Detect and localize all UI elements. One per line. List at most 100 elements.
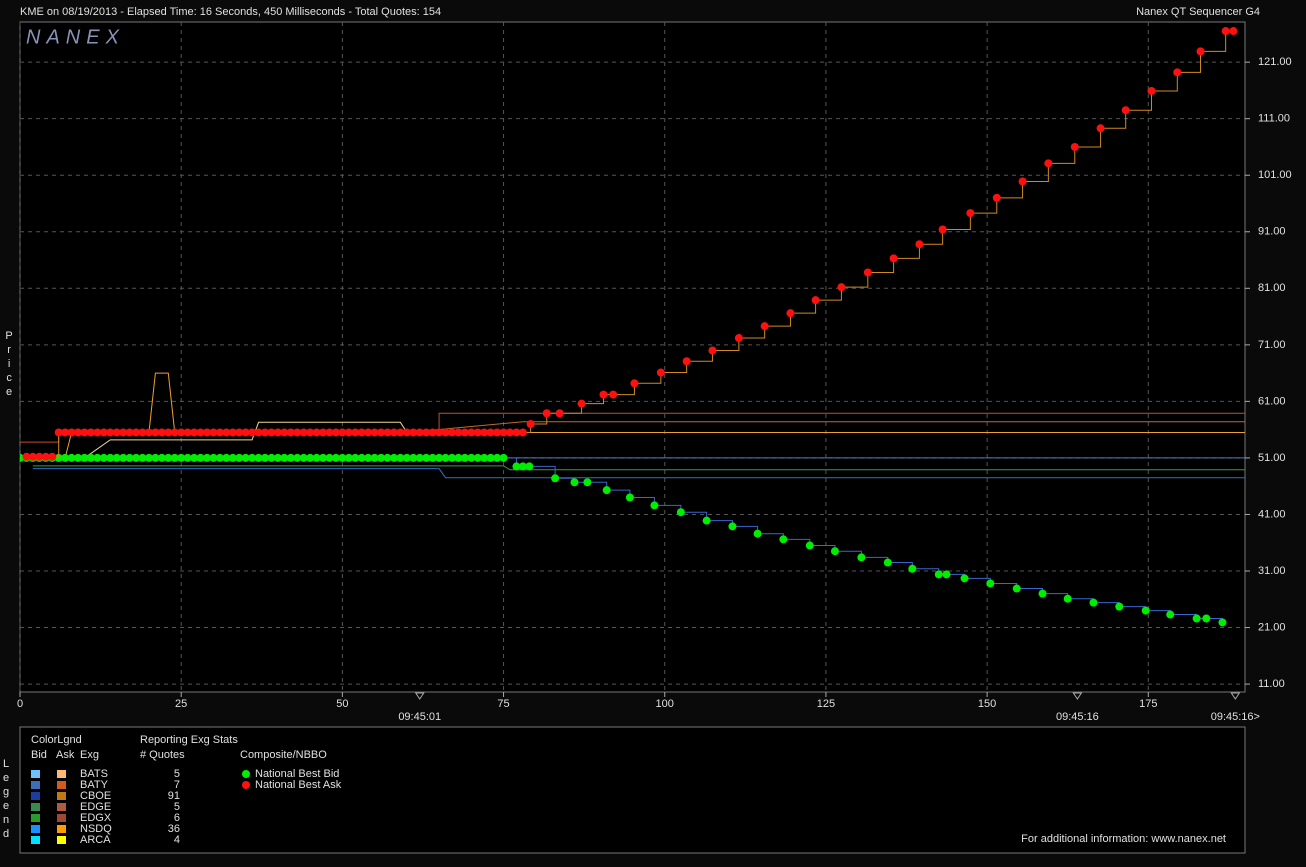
quote-dot: [493, 428, 502, 437]
quote-dot: [551, 474, 560, 483]
quote-dot: [190, 453, 199, 462]
quote-dot: [151, 453, 160, 462]
quote-line: [32, 465, 1245, 471]
quote-dot: [467, 453, 476, 462]
legend-dot: [242, 781, 250, 789]
quote-dot: [170, 428, 179, 437]
quote-dot: [630, 379, 639, 388]
y-tick-label: 101.00: [1258, 169, 1292, 181]
quote-dot: [344, 428, 353, 437]
x-tick-label: 100: [656, 698, 674, 710]
quote-dot: [22, 452, 31, 461]
y-tick-label: 51.00: [1258, 452, 1286, 464]
quote-dot: [280, 428, 289, 437]
quote-dot: [942, 570, 951, 579]
quote-dot: [248, 428, 257, 437]
quote-dot: [228, 453, 237, 462]
quote-dot: [48, 452, 57, 461]
quote-dot: [1221, 27, 1230, 36]
quote-dot: [454, 428, 463, 437]
quote-dot: [473, 428, 482, 437]
quote-dot: [202, 453, 211, 462]
quote-dot: [460, 428, 469, 437]
quote-dot: [1196, 47, 1205, 56]
quote-dot: [409, 453, 418, 462]
quote-dot: [364, 428, 373, 437]
quote-dot: [132, 453, 141, 462]
quote-dot: [409, 428, 418, 437]
quote-dot: [222, 453, 231, 462]
quote-dot: [177, 453, 186, 462]
quote-dot: [702, 516, 711, 525]
quote-dot: [183, 428, 192, 437]
quote-dot: [1218, 618, 1227, 627]
ask-swatch: [57, 814, 66, 822]
x-tick-label: 50: [336, 698, 348, 710]
time-marker: [1230, 692, 1241, 700]
quote-dot: [86, 453, 95, 462]
legend-entry: National Best Ask: [255, 779, 342, 791]
quote-dot: [857, 553, 866, 562]
col-ask: Ask: [56, 749, 75, 761]
quote-count: 7: [174, 779, 180, 791]
quote-dot: [422, 453, 431, 462]
quote-dot: [786, 309, 795, 318]
quote-dot: [512, 462, 521, 471]
ask-swatch: [57, 770, 66, 778]
quote-dot: [370, 453, 379, 462]
quote-dot: [609, 390, 618, 399]
quote-dot: [215, 428, 224, 437]
bid-swatch: [31, 825, 40, 833]
quote-count: 5: [174, 801, 180, 813]
axes: 11.00 21.00 31.00 41.00 51.00 61.00 71.00 81.00…: [17, 56, 1292, 723]
x-tick-label: 25: [175, 698, 187, 710]
quote-dot: [235, 453, 244, 462]
col-quotes: # Quotes: [140, 749, 185, 761]
legend: BATS 5 BATY 7 CBOE 91 EDGE 5 EDGX 6 NSDQ 36 ARCA 4 Nat…: [31, 768, 342, 846]
quote-dot: [74, 453, 83, 462]
quote-dot: [306, 428, 315, 437]
y-tick-label: 111.00: [1258, 113, 1290, 125]
quote-dot: [157, 428, 166, 437]
quote-dot: [138, 453, 147, 462]
quote-dot: [61, 453, 70, 462]
quote-dot: [125, 428, 134, 437]
quote-dot: [312, 428, 321, 437]
quote-dot: [331, 453, 340, 462]
ask-swatch: [57, 792, 66, 800]
quote-dot: [125, 453, 134, 462]
quote-dot: [241, 428, 250, 437]
y-tick-label: 61.00: [1258, 395, 1286, 407]
quote-dot: [728, 522, 737, 531]
quote-dot: [325, 453, 334, 462]
quote-dot: [1063, 594, 1072, 603]
quote-dot: [299, 453, 308, 462]
quote-dot: [428, 428, 437, 437]
quote-dot: [41, 452, 50, 461]
quote-dot: [93, 453, 102, 462]
quote-dot: [383, 453, 392, 462]
quote-dot: [389, 428, 398, 437]
quote-dot: [280, 453, 289, 462]
quote-dot: [811, 296, 820, 305]
quote-dot: [480, 453, 489, 462]
quote-dot: [625, 493, 634, 502]
quote-dot: [577, 399, 586, 408]
quote-dot: [938, 225, 947, 234]
col-bid: Bid: [31, 749, 47, 761]
quote-dot: [119, 428, 128, 437]
quote-dot: [396, 428, 405, 437]
quote-dot: [209, 428, 218, 437]
quote-dot: [676, 508, 685, 517]
quote-dot: [86, 428, 95, 437]
quote-dot: [396, 453, 405, 462]
quote-dot: [908, 564, 917, 573]
quote-dot: [106, 453, 115, 462]
exg-name: CBOE: [80, 790, 111, 802]
quote-dot: [267, 428, 276, 437]
quote-count: 5: [174, 768, 180, 780]
quote-dot: [202, 428, 211, 437]
quote-dot: [1229, 27, 1238, 36]
time-marker: [414, 692, 425, 700]
